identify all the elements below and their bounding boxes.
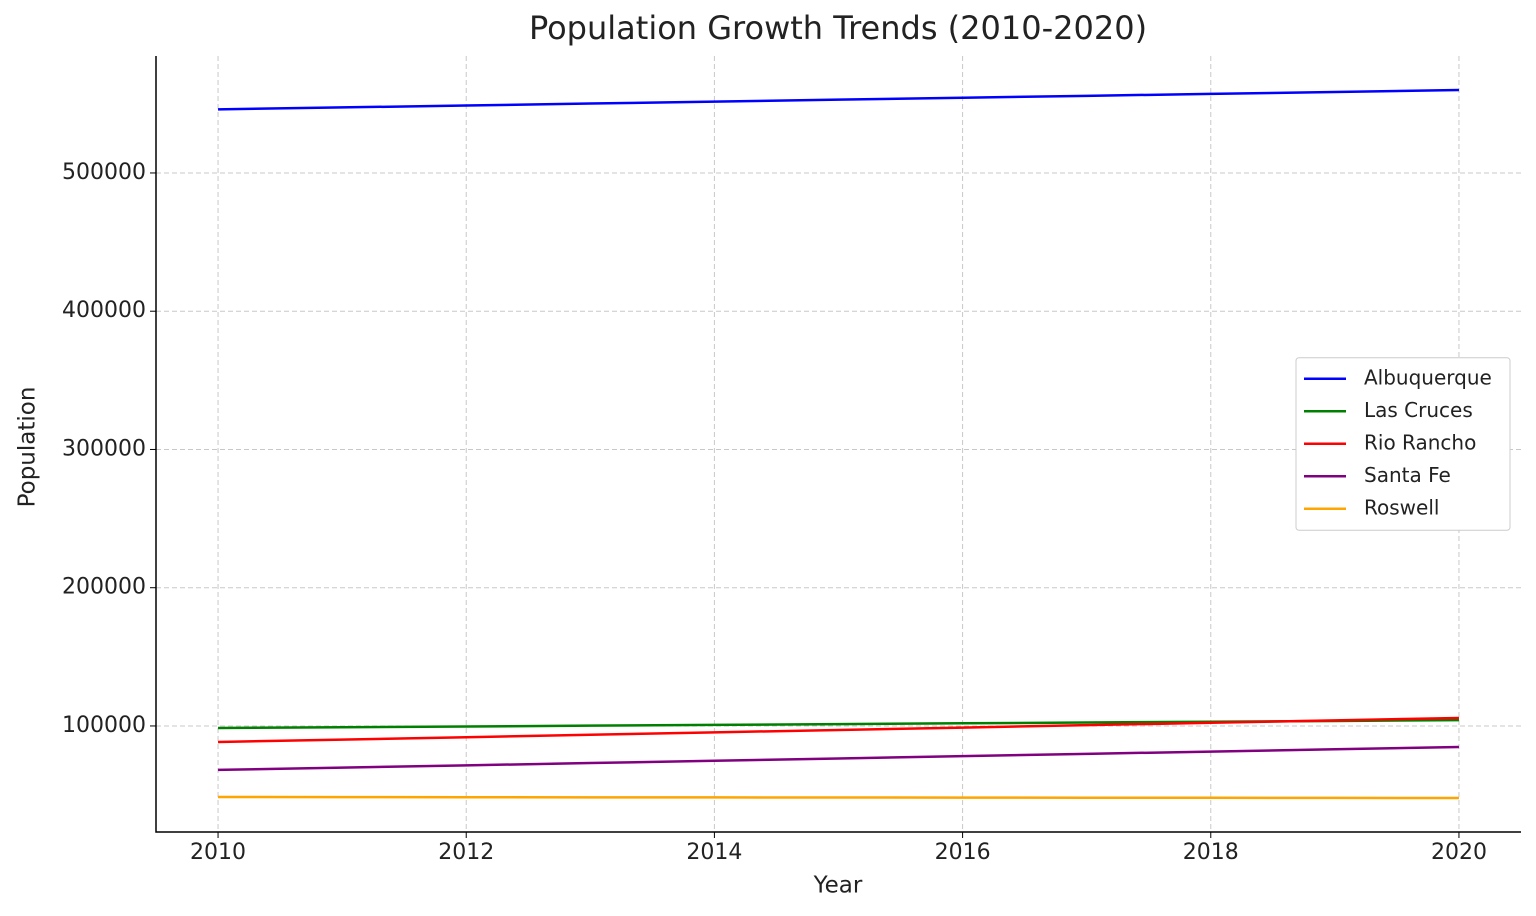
x-tick-label: 2016: [935, 840, 991, 865]
axis-spine: [155, 56, 1521, 833]
series-line: [218, 88, 1459, 111]
legend-box: [1295, 357, 1511, 531]
chart-title: Population Growth Trends (2010-2020): [529, 9, 1147, 47]
y-tick-label: 100000: [62, 713, 146, 738]
y-axis-label: Population: [15, 387, 41, 508]
x-tick-label: 2010: [190, 840, 246, 865]
x-tick-label: 2012: [438, 840, 494, 865]
x-axis-label: Year: [813, 873, 863, 899]
y-tick-label: 500000: [62, 160, 146, 185]
series-line: [218, 745, 1459, 772]
series-line: [218, 716, 1459, 744]
legend-label: Santa Fe: [1364, 463, 1451, 487]
legend-label: Albuquerque: [1364, 365, 1492, 389]
legend: Albuquerque Las Cruces Rio Rancho Santa Fe R…: [1295, 357, 1511, 531]
legend-label: Rio Rancho: [1364, 430, 1476, 454]
series-line: [218, 795, 1459, 800]
x-tick-label: 2018: [1183, 840, 1239, 865]
x-tick-label: 2014: [686, 840, 742, 865]
legend-label: Las Cruces: [1364, 398, 1473, 422]
x-tick-label: 2020: [1431, 840, 1487, 865]
y-tick-label: 200000: [62, 575, 146, 600]
y-tick-label: 300000: [62, 436, 146, 461]
y-tick-label: 400000: [62, 298, 146, 323]
legend-label: Roswell: [1364, 495, 1439, 519]
